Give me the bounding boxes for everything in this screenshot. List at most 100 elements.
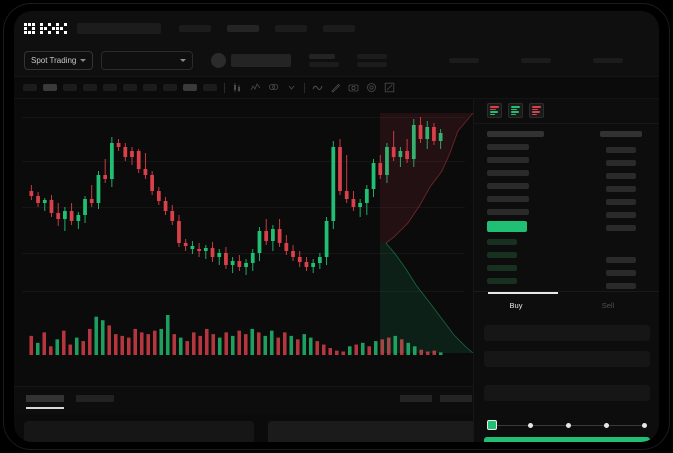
timeframe-6[interactable] <box>123 84 137 91</box>
logo-pixel <box>64 22 67 26</box>
pencil-icon[interactable] <box>330 82 341 93</box>
stat-value <box>357 62 388 67</box>
orderbook-value-row <box>606 199 636 205</box>
logo-pixel <box>44 31 47 34</box>
okx-logo[interactable] <box>24 22 67 34</box>
orderbook-ask-row[interactable] <box>487 196 529 202</box>
settings-icon[interactable] <box>366 82 377 93</box>
bottom-panel-middle <box>268 421 486 442</box>
tab-buy[interactable]: Buy <box>509 301 523 310</box>
order-field-total[interactable] <box>484 385 650 401</box>
slider-tick-25[interactable] <box>528 422 533 428</box>
orderbook-value-row <box>606 283 636 289</box>
chart-toolbar <box>14 77 659 99</box>
orderbook-bid-row[interactable] <box>487 252 517 258</box>
nav-item-4[interactable] <box>323 24 355 32</box>
logo-pixel <box>48 22 51 26</box>
logo-pixel <box>44 23 47 26</box>
fullscreen-icon[interactable] <box>384 82 395 93</box>
orderbook-ask-row[interactable] <box>487 144 529 150</box>
stat-label <box>309 54 336 59</box>
spot-trading-selector[interactable]: Spot Trading <box>24 51 94 70</box>
stat-group-5 <box>593 58 624 63</box>
logo-pixel <box>48 27 51 30</box>
slider-tick-75[interactable] <box>604 422 609 428</box>
bottom-action-1[interactable] <box>440 395 472 402</box>
logo-pixel <box>56 26 59 30</box>
orderbook-ask-row[interactable] <box>487 209 529 215</box>
orderbook-ask-row[interactable] <box>487 170 529 176</box>
stat-label <box>449 58 480 63</box>
search-input[interactable] <box>77 22 161 34</box>
trading-pair-bar: Spot Trading <box>14 45 659 77</box>
bottom-action-0[interactable] <box>400 395 432 402</box>
orderbook-both-icon[interactable] <box>487 103 502 118</box>
orderbook-value-row <box>606 147 636 153</box>
chevron-down-icon <box>180 59 187 62</box>
bottom-tab-0[interactable] <box>26 395 64 402</box>
bottom-tab-1[interactable] <box>76 395 114 402</box>
chevron-down-icon <box>80 59 87 62</box>
amount-slider[interactable] <box>487 419 647 431</box>
orderbook-value-row <box>606 160 636 166</box>
orderbook-bid-row[interactable] <box>487 278 517 284</box>
timeframe-5[interactable] <box>103 84 117 91</box>
logo-pixel <box>24 22 27 26</box>
timeframe-9[interactable] <box>183 84 197 91</box>
camera-icon[interactable] <box>348 82 359 93</box>
logo-pixel <box>60 23 63 26</box>
chevron-down-icon[interactable] <box>286 82 297 93</box>
bottom-tab-active-indicator <box>26 407 64 409</box>
tab-sell[interactable]: Sell <box>601 301 615 310</box>
timeframe-3[interactable] <box>63 84 77 91</box>
slider-handle[interactable] <box>487 420 497 430</box>
candlestick-icon[interactable] <box>232 82 243 93</box>
logo-pixel <box>36 31 39 34</box>
logo-pixel <box>48 30 51 34</box>
stat-label <box>593 58 624 63</box>
logo-pixel <box>36 27 39 30</box>
orderbook-ask-row[interactable] <box>487 183 529 189</box>
timeframe-1[interactable] <box>23 84 37 91</box>
order-field-price[interactable] <box>484 325 650 341</box>
pair-dropdown[interactable] <box>101 51 194 70</box>
logo-pixel <box>24 30 27 34</box>
slider-tick-50[interactable] <box>566 422 571 428</box>
logo-pixel <box>24 26 27 30</box>
order-field-amount[interactable] <box>484 351 650 367</box>
submit-order-button[interactable] <box>484 437 650 442</box>
orderbook-highlight-row[interactable] <box>487 221 527 232</box>
orderbook-value-row <box>606 257 636 263</box>
bottom-panel-left <box>24 421 254 442</box>
timeframe-8[interactable] <box>163 84 177 91</box>
gridline <box>22 161 465 162</box>
nav-item-2[interactable] <box>227 24 259 32</box>
logo-pixel <box>52 26 55 30</box>
price-chart-area[interactable] <box>14 99 473 386</box>
orderbook-bids-icon[interactable] <box>508 103 523 118</box>
orderbook-ask-row[interactable] <box>487 157 529 163</box>
indicator-icon[interactable] <box>250 82 261 93</box>
timeframe-2[interactable] <box>43 84 57 91</box>
orderbook-bid-row[interactable] <box>487 265 517 271</box>
timeframe-10[interactable] <box>203 84 217 91</box>
orderbook-value-row <box>606 212 636 218</box>
bottom-tab-bar <box>14 386 473 414</box>
logo-pixel <box>56 30 59 34</box>
slider-tick-100[interactable] <box>642 422 647 428</box>
nav-item-3[interactable] <box>275 24 307 32</box>
compare-icon[interactable] <box>268 82 279 93</box>
volume-series <box>29 315 443 355</box>
orderbook-value-row <box>606 270 636 276</box>
timeframe-7[interactable] <box>143 84 157 91</box>
line-chart-icon[interactable] <box>312 82 323 93</box>
timeframe-4[interactable] <box>83 84 97 91</box>
logo-pixel <box>32 22 35 26</box>
orderbook-asks-icon[interactable] <box>529 103 544 118</box>
orderbook-bid-row[interactable] <box>487 239 517 245</box>
nav-item-1[interactable] <box>179 24 211 32</box>
toolbar-divider <box>304 82 305 93</box>
logo-pixel <box>64 30 67 34</box>
candlestick-series <box>29 117 443 275</box>
